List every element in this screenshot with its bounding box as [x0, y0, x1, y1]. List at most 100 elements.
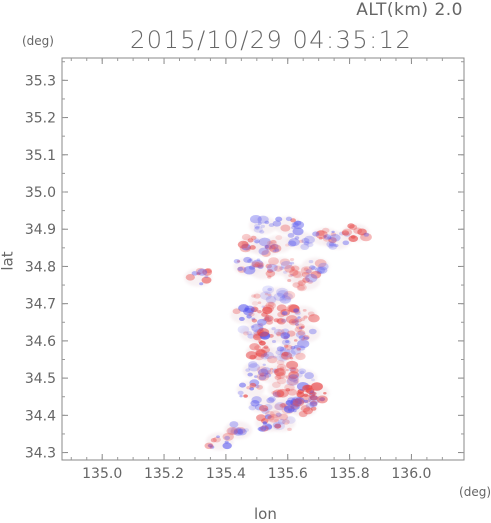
- echo-point: [272, 389, 285, 398]
- echo-point: [249, 343, 260, 351]
- echo-point: [265, 319, 273, 325]
- echo-point: [267, 414, 280, 423]
- echo-point: [297, 285, 305, 291]
- echo-point: [262, 285, 275, 294]
- echo-point: [274, 248, 280, 252]
- echo-point: [204, 275, 209, 279]
- echo-point: [316, 270, 322, 275]
- echo-point: [272, 249, 277, 253]
- echo-point: [254, 261, 265, 269]
- y-tick-label: 35.2: [25, 111, 56, 127]
- echo-point: [258, 237, 271, 247]
- echo-point: [276, 318, 284, 324]
- echo-point: [295, 320, 300, 324]
- echo-point: [259, 291, 272, 300]
- echo-point: [243, 265, 256, 275]
- echo-point: [296, 391, 302, 396]
- echo-point: [276, 353, 289, 362]
- echo-point: [238, 316, 245, 322]
- echo-point: [266, 268, 273, 274]
- echo-point: [303, 384, 311, 391]
- echo-point: [290, 273, 294, 277]
- echo-point: [272, 421, 281, 428]
- echo-point: [259, 340, 266, 346]
- echo-point: [254, 403, 264, 411]
- echo-point: [280, 224, 291, 232]
- echo-point: [294, 322, 299, 326]
- echo-point: [275, 372, 286, 380]
- echo-background: [276, 343, 305, 362]
- echo-point: [285, 243, 290, 247]
- echo-point: [267, 275, 272, 279]
- echo-point: [305, 269, 312, 274]
- echo-point: [304, 336, 309, 340]
- echo-point: [237, 325, 250, 334]
- echo-point: [237, 266, 244, 272]
- echo-point: [273, 246, 279, 251]
- echo-background: [301, 257, 330, 276]
- echo-point: [245, 351, 258, 360]
- echo-point: [249, 354, 257, 360]
- echo-point: [308, 314, 320, 323]
- echo-point: [311, 391, 317, 396]
- echo-point: [245, 246, 251, 251]
- echo-point: [261, 423, 273, 431]
- echo-background: [224, 421, 253, 440]
- echo-point: [260, 346, 271, 354]
- echo-point: [347, 223, 355, 229]
- echo-point: [263, 404, 273, 411]
- echo-point: [303, 267, 309, 272]
- echo-point: [197, 268, 208, 276]
- echo-point: [327, 236, 332, 240]
- echo-point: [326, 240, 336, 248]
- y-unit-label: (deg): [22, 34, 54, 48]
- echo-point: [222, 442, 232, 450]
- echo-point: [309, 389, 314, 394]
- x-tick-label: 135.6: [268, 466, 308, 482]
- echo-point: [283, 349, 296, 358]
- echo-point: [305, 273, 318, 283]
- echo-point: [283, 344, 289, 348]
- echo-point: [256, 372, 270, 382]
- y-tick-label: 35.0: [25, 185, 56, 201]
- echo-point: [256, 366, 268, 374]
- echo-point: [257, 264, 264, 269]
- echo-point: [262, 363, 266, 367]
- echo-point: [279, 366, 285, 370]
- echo-point: [267, 287, 273, 292]
- echo-point: [289, 403, 299, 410]
- echo-point: [309, 394, 318, 401]
- echo-point: [227, 427, 237, 435]
- echo-point: [212, 436, 221, 443]
- echo-point: [249, 387, 255, 391]
- echo-point: [230, 429, 238, 435]
- echo-point: [273, 328, 283, 335]
- echo-point: [305, 402, 315, 409]
- echo-point: [280, 351, 293, 360]
- echo-point: [279, 258, 291, 266]
- echo-point: [243, 428, 249, 433]
- echo-point: [246, 314, 252, 319]
- echo-point: [318, 262, 329, 271]
- echo-point: [247, 238, 254, 243]
- echo-point: [258, 339, 263, 344]
- echo-point: [260, 425, 269, 432]
- echo-point: [293, 339, 298, 342]
- echo-point: [287, 376, 300, 386]
- echo-point: [278, 413, 289, 421]
- echo-point: [341, 230, 350, 236]
- echo-point: [224, 435, 230, 440]
- echo-point: [296, 284, 307, 292]
- echo-point: [265, 263, 272, 269]
- echo-point: [288, 373, 297, 380]
- echo-point: [267, 355, 278, 364]
- echo-point: [235, 427, 246, 435]
- echo-point: [300, 325, 305, 329]
- echo-point: [316, 395, 328, 404]
- echo-point: [275, 216, 283, 222]
- echo-point: [292, 227, 304, 236]
- echo-point: [296, 318, 302, 323]
- echo-point: [302, 277, 310, 283]
- echo-point: [241, 233, 251, 241]
